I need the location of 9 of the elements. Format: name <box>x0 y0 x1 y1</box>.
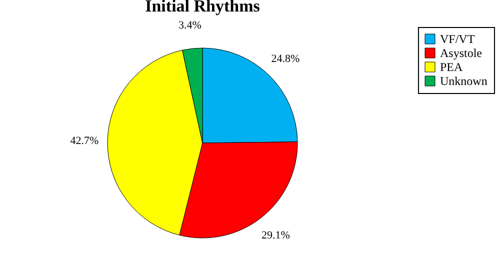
legend-label: VF/VT <box>440 32 476 46</box>
legend-label: PEA <box>440 60 464 74</box>
data-label: 3.4% <box>178 20 202 32</box>
legend-label: Unknown <box>440 74 488 88</box>
legend-label: Asystole <box>440 46 482 60</box>
chart-title: Initial Rhythms <box>145 0 260 16</box>
data-label: 24.8% <box>271 53 300 66</box>
data-label: 42.7% <box>70 135 99 148</box>
data-label: 29.1% <box>261 230 290 242</box>
